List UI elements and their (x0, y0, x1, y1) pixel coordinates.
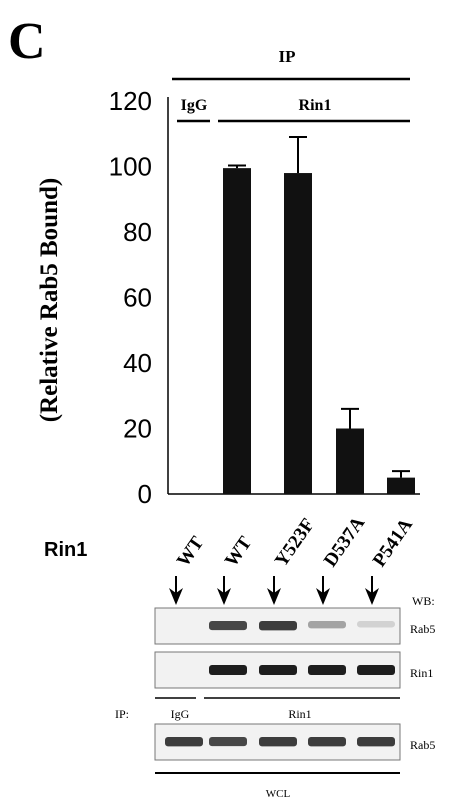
blot-band (308, 736, 346, 747)
ip-bracket-group-rin1: Rin1 (288, 707, 311, 721)
blot-label: Rin1 (410, 666, 433, 680)
blot-band (357, 736, 395, 747)
y-tick-label: 100 (109, 152, 152, 182)
group-label-igg: IgG (181, 97, 208, 114)
y-tick-label: 20 (123, 414, 152, 444)
blot-band (357, 664, 395, 675)
bar-y523f (284, 173, 312, 495)
y-tick-label: 80 (123, 217, 152, 247)
bar-d537a (336, 428, 364, 494)
blot-band (308, 620, 346, 629)
blot-band (259, 664, 297, 675)
ip-header-label: IP (279, 47, 296, 66)
wb-label: WB: (412, 594, 435, 608)
bar-wt (223, 168, 251, 494)
y-tick-label: 0 (138, 479, 152, 509)
ip-bracket-label: IP: (115, 707, 129, 721)
blot-band (259, 620, 297, 631)
lane-label: P541A (369, 515, 417, 571)
lane-label: WT (221, 533, 257, 571)
blot-band (165, 736, 203, 747)
lane-label: Y523F (271, 515, 319, 571)
bar-p541a (387, 477, 415, 494)
blot-band (209, 620, 247, 631)
blot-band (209, 736, 247, 747)
blot-band (308, 664, 346, 675)
group-label-rin1: Rin1 (299, 97, 332, 114)
panel-label: C (8, 13, 46, 70)
blot-band (259, 736, 297, 747)
y-tick-label: 40 (123, 348, 152, 378)
blot-label: Rab5 (410, 622, 435, 636)
y-tick-label: 120 (109, 86, 152, 116)
wcl-label: WCL (266, 788, 291, 800)
lane-label: WT (173, 533, 209, 571)
ip-bracket-group-igg: IgG (171, 707, 190, 721)
arrow-head (316, 588, 330, 605)
arrow-head (169, 588, 183, 605)
lane-row-label: Rin1 (44, 539, 87, 561)
blot-band (357, 620, 395, 628)
y-tick-label: 60 (123, 283, 152, 313)
blot-label: Rab5 (410, 738, 435, 752)
y-axis-label: (Relative Rab5 Bound) (36, 178, 63, 422)
arrow-head (217, 588, 231, 605)
blot-band (209, 664, 247, 675)
lane-label: D537A (320, 513, 369, 571)
arrow-head (267, 588, 281, 605)
arrow-head (365, 588, 379, 605)
